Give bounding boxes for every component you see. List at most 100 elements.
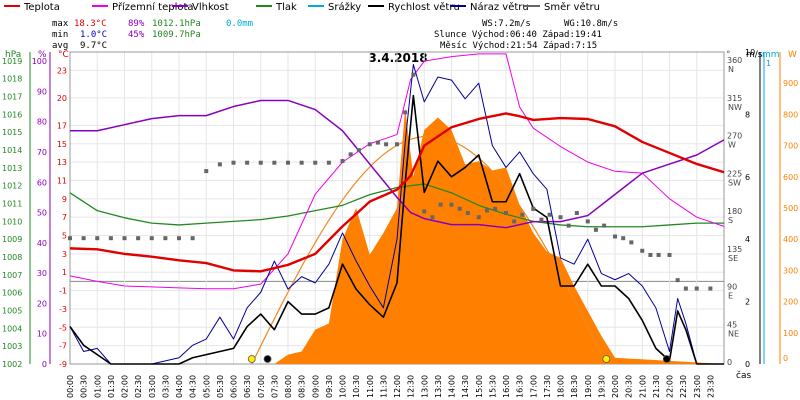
tick-label-pressure: 1009: [2, 235, 22, 244]
series-wind-direction-point: [348, 152, 353, 157]
chart-date: 3.4.2018: [368, 51, 427, 65]
series-wind-direction-point: [648, 252, 653, 257]
tick-label-time: 23:00: [693, 375, 702, 398]
series-wind-direction-point: [245, 160, 250, 165]
series-wind-direction-point: [313, 160, 318, 165]
series-wind-direction-point: [149, 236, 154, 241]
series-wind-direction-point: [602, 223, 607, 228]
legend-item-teplota: Teplota: [4, 2, 60, 13]
tick-label-time: 14:30: [461, 375, 470, 398]
series-wind-direction-point: [258, 160, 263, 165]
moonrise-marker: [662, 355, 671, 363]
stats-min-hum: 45%: [128, 30, 145, 40]
tick-label-direction: SW: [728, 178, 741, 187]
tick-label-direction-deg: 180: [727, 207, 742, 216]
tick-label-time: 15:30: [488, 375, 497, 398]
tick-label-time: 09:30: [325, 375, 334, 398]
series-wind-direction-point: [326, 160, 331, 165]
tick-label-direction-deg: 45: [727, 320, 737, 329]
tick-label-temperature: 17: [57, 121, 67, 130]
stats-max-rain: 0.0mm: [226, 19, 253, 29]
stats-min-label: min: [52, 30, 68, 40]
tick-label-humidity: 0: [42, 360, 47, 369]
series-wind-direction-point: [629, 240, 634, 245]
series-wind-direction-point: [566, 223, 571, 228]
legend: Teplota Přízemní teplota Vlhkost Tlak Sr…: [4, 1, 600, 13]
tick-label-time: 20:00: [611, 375, 620, 398]
legend-item-smer-vetru: Směr větru: [524, 1, 600, 13]
tick-label-wind: 8: [745, 110, 750, 119]
tick-label-pressure: 1008: [2, 253, 22, 262]
tick-label-temperature: -7: [59, 342, 67, 351]
series-wind-direction-point: [95, 236, 100, 241]
tick-label-humidity: 40: [37, 239, 47, 248]
legend-label: Rychlost větru: [388, 1, 460, 13]
tick-label-time: 10:00: [339, 375, 348, 398]
series-wind-direction-point: [504, 211, 508, 216]
tick-layer: 1019101810171016101510141013101210111010…: [2, 48, 798, 398]
tick-label-pressure: 1018: [2, 75, 22, 84]
axis-unit-ms: m/s: [746, 50, 763, 60]
series-temperature-line: [69, 112, 725, 273]
tick-label-time: 19:30: [597, 375, 606, 398]
series-wind-direction-point: [384, 142, 389, 147]
tick-label-time: 16:30: [516, 375, 525, 398]
legend-label: Náraz větru: [470, 1, 529, 13]
tick-label-wind: 10: [745, 48, 755, 57]
tick-label-temperature: 7: [62, 213, 67, 222]
tick-label-direction: NW: [728, 103, 742, 112]
series-wind-direction-point: [667, 252, 672, 257]
legend-item-vlhkost: Vlhkost: [172, 2, 229, 13]
legend-label: Vlhkost: [192, 2, 229, 13]
tick-label-humidity: 70: [37, 148, 47, 157]
series-wind-direction-point: [708, 286, 713, 291]
tick-label-temperature: -5: [59, 323, 67, 332]
tick-label-temperature: 3: [62, 250, 67, 259]
tick-label-time: 04:00: [175, 375, 184, 398]
tick-label-pressure: 1013: [2, 164, 22, 173]
sunrise-marker: [247, 355, 256, 363]
legend-label: Tlak: [275, 2, 297, 13]
tick-label-radiation: 300: [783, 266, 798, 275]
series-wind-direction-point: [81, 236, 86, 241]
series-wind-direction-point: [177, 236, 181, 241]
tick-label-time: 01:30: [107, 375, 116, 398]
stats-max-hum: 89%: [128, 19, 145, 29]
tick-label-humidity: 50: [37, 209, 47, 218]
tick-label-time: 08:00: [284, 375, 293, 398]
sunset-marker: [602, 355, 611, 363]
tick-label-time: 06:30: [243, 375, 252, 398]
axis-unit-deg: °: [726, 50, 731, 60]
series-wind-direction-point: [593, 227, 598, 232]
series-wind-direction-point: [675, 278, 680, 283]
tick-label-radiation: 800: [783, 110, 798, 119]
tick-label-direction-deg: 90: [727, 283, 737, 292]
tick-label-time: 21:30: [652, 375, 661, 398]
tick-label-wind: 0: [745, 360, 750, 369]
tick-label-time: 09:00: [311, 375, 320, 398]
series-wind-direction-point: [375, 140, 380, 145]
series-wind-direction-point: [512, 219, 517, 224]
tick-label-temperature: 13: [57, 158, 67, 167]
tick-label-time: 13:00: [420, 375, 429, 398]
axis-unit-hpa: hPa: [5, 50, 21, 60]
tick-label-time: 16:00: [502, 375, 511, 398]
stats-moon-times: Měsíc Východ:21:54 Západ:7:15: [440, 41, 597, 51]
stats-block: max 18.3°C 89% 1012.1hPa 0.0mm min 1.0°C…: [52, 19, 618, 51]
tick-label-direction-deg: 225: [727, 169, 742, 178]
tick-label-time: 04:30: [189, 375, 198, 398]
tick-label-direction-deg: 270: [727, 132, 742, 141]
tick-label-time: 03:00: [148, 375, 157, 398]
series-ground-temp-line: [69, 53, 725, 290]
tick-label-temperature: 9: [62, 195, 67, 204]
axis-unit-mm: mm: [762, 50, 780, 60]
series-wind-direction-point: [438, 202, 443, 207]
series-wind-direction-point: [136, 236, 141, 241]
tick-label-pressure: 1017: [2, 93, 22, 102]
tick-label-time: 14:00: [448, 375, 457, 398]
tick-label-temperature: 23: [57, 66, 67, 75]
tick-label-pressure: 1004: [2, 324, 22, 333]
series-wind-direction-point: [640, 248, 645, 253]
axis-unit-degc: °C: [58, 50, 69, 60]
series-wind-direction-point: [574, 211, 579, 216]
